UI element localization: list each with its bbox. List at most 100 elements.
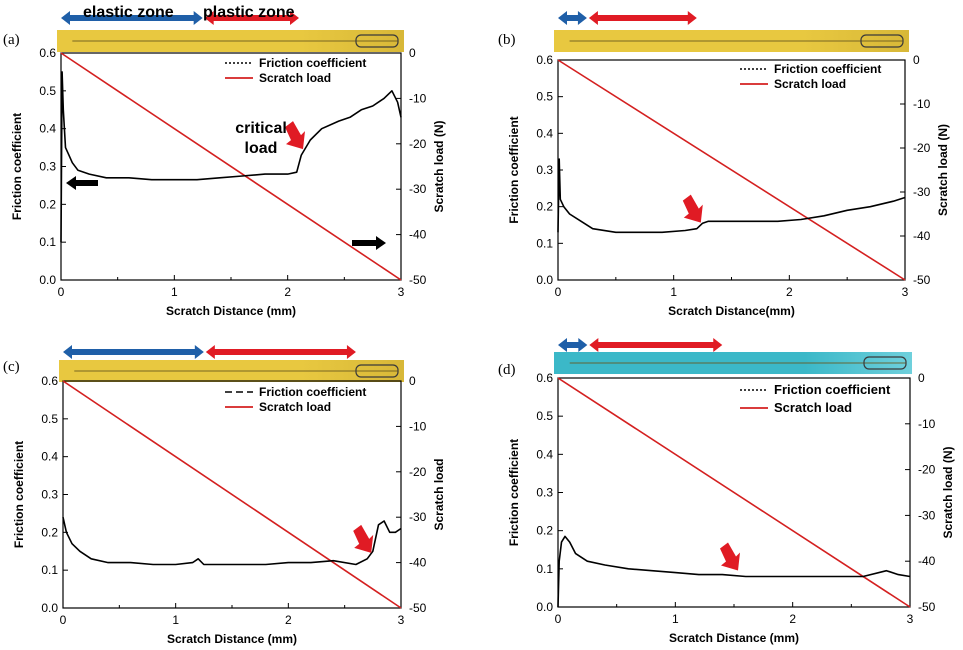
y-tick-label: 0.3 xyxy=(39,160,56,174)
y2-tick-label: -10 xyxy=(409,91,427,105)
friction-coefficient-line xyxy=(557,535,911,608)
y-tick-label: 0.6 xyxy=(39,46,56,60)
friction-coefficient-line xyxy=(60,71,402,243)
y-tick-label: 0.0 xyxy=(536,273,553,287)
critical-point-arrow xyxy=(720,542,740,571)
y2-tick-label: -20 xyxy=(409,465,427,479)
y2-axis-title: Scratch load xyxy=(432,458,446,530)
left-axis-arrow xyxy=(66,176,98,190)
y-tick-label: 0.5 xyxy=(536,90,553,104)
y2-tick-label: -40 xyxy=(409,228,427,242)
y-tick-label: 0.3 xyxy=(536,163,553,177)
y2-tick-label: 0 xyxy=(409,46,416,60)
panel-label: (d) xyxy=(498,362,516,378)
y-tick-label: 0.5 xyxy=(39,84,56,98)
x-tick-label: 1 xyxy=(171,285,178,299)
y-tick-label: 0.2 xyxy=(41,525,58,539)
y2-tick-label: -30 xyxy=(409,182,427,196)
y2-tick-label: -50 xyxy=(409,273,427,287)
y2-tick-label: -50 xyxy=(913,273,931,287)
x-tick-label: 2 xyxy=(285,613,292,627)
x-tick-label: 1 xyxy=(172,613,179,627)
legend-friction-label: Friction coefficient xyxy=(259,385,366,399)
x-tick-label: 0 xyxy=(555,612,562,626)
y-tick-label: 0.4 xyxy=(39,122,56,136)
y-tick-label: 0.1 xyxy=(41,563,58,577)
y2-tick-label: -10 xyxy=(918,417,936,431)
y-tick-label: 0.1 xyxy=(536,236,553,250)
chart-panel-b: (b) 0.0 0.1 0.2 0.3 0.4 0.5 0.6 0 -10 -20 -30 -40 -50… xyxy=(498,11,950,318)
x-tick-label: 3 xyxy=(902,285,909,299)
y2-axis-title: Scratch load (N) xyxy=(941,446,955,538)
y-tick-label: 0.5 xyxy=(536,409,553,423)
y-tick-label: 0.5 xyxy=(41,412,58,426)
y2-tick-label: 0 xyxy=(913,53,920,67)
y-tick-label: 0.1 xyxy=(39,235,56,249)
scratch-damage-mark xyxy=(355,34,399,48)
x-tick-label: 3 xyxy=(398,285,405,299)
x-axis-title: Scratch Distance(mm) xyxy=(668,304,795,318)
friction-coefficient-line xyxy=(557,158,906,234)
y-tick-label: 0.6 xyxy=(536,53,553,67)
plastic-zone-arrow xyxy=(204,11,299,25)
scratch-damage-mark xyxy=(860,34,904,48)
y-tick-label: 0.3 xyxy=(41,488,58,502)
y-tick-label: 0.0 xyxy=(536,600,553,614)
y-tick-label: 0.6 xyxy=(41,374,58,388)
x-tick-label: 1 xyxy=(670,285,677,299)
y2-tick-label: -40 xyxy=(918,554,936,568)
x-tick-label: 2 xyxy=(786,285,793,299)
y-tick-label: 0.1 xyxy=(536,562,553,576)
y-tick-label: 0.4 xyxy=(536,447,553,461)
legend-friction-label: Friction coefficient xyxy=(259,56,366,70)
legend-load-label: Scratch load xyxy=(774,400,852,415)
elastic-zone-arrow xyxy=(558,11,587,25)
y-tick-label: 0.2 xyxy=(536,524,553,538)
x-tick-label: 0 xyxy=(58,285,65,299)
y2-tick-label: -20 xyxy=(918,463,936,477)
y2-tick-label: -20 xyxy=(409,137,427,151)
critical-point-arrow xyxy=(285,121,305,150)
y-axis-title: Friction coefficient xyxy=(12,441,26,548)
panel-label: (a) xyxy=(3,32,20,48)
y-axis-title: Friction coefficient xyxy=(10,113,24,220)
elastic-zone-arrow xyxy=(558,338,588,352)
elastic-zone-arrow xyxy=(63,345,204,359)
y-axis-title: Friction coefficient xyxy=(507,116,521,223)
scratch-damage-mark xyxy=(355,364,399,378)
scratch-load-line xyxy=(60,52,402,281)
critical-point-arrow xyxy=(682,194,703,223)
y-tick-label: 0.4 xyxy=(41,450,58,464)
x-tick-label: 0 xyxy=(60,613,67,627)
x-tick-label: 2 xyxy=(789,612,796,626)
chart-panel-d: (d) 0.0 0.1 0.2 0.3 0.4 0.5 0.6 0 -10 -20 -30 -40 -50… xyxy=(498,338,955,645)
plastic-zone-arrow xyxy=(588,11,697,25)
scratch-load-line xyxy=(62,380,402,609)
legend-friction-label: Friction coefficient xyxy=(774,382,891,397)
panel-label: (b) xyxy=(498,32,516,48)
y2-tick-label: -20 xyxy=(913,141,931,155)
x-axis-title: Scratch Distance (mm) xyxy=(669,631,799,645)
legend-load-label: Scratch load xyxy=(259,71,331,85)
y2-tick-label: -30 xyxy=(913,185,931,199)
plastic-zone-label: plastic zone xyxy=(203,4,295,21)
y2-tick-label: -50 xyxy=(409,601,427,615)
right-axis-arrow xyxy=(352,236,386,250)
y2-tick-label: -30 xyxy=(918,508,936,522)
critical-load-label: load xyxy=(245,140,278,157)
y-tick-label: 0.6 xyxy=(536,371,553,385)
y-tick-label: 0.2 xyxy=(536,200,553,214)
y2-tick-label: -10 xyxy=(409,419,427,433)
x-tick-label: 0 xyxy=(555,285,562,299)
legend-load-label: Scratch load xyxy=(774,77,846,91)
chart-panel-a: (a) elastic zone plastic zone 0.0 0.1 0.2 0.3 0… xyxy=(3,4,446,318)
y-axis-title: Friction coefficient xyxy=(507,439,521,546)
y2-tick-label: -10 xyxy=(913,97,931,111)
x-tick-label: 3 xyxy=(907,612,914,626)
y2-tick-label: -50 xyxy=(918,600,936,614)
x-tick-label: 2 xyxy=(284,285,291,299)
friction-coefficient-line xyxy=(62,517,402,566)
y-tick-label: 0.2 xyxy=(39,197,56,211)
y2-axis-title: Scratch load (N) xyxy=(936,124,950,216)
plastic-zone-arrow xyxy=(205,345,356,359)
